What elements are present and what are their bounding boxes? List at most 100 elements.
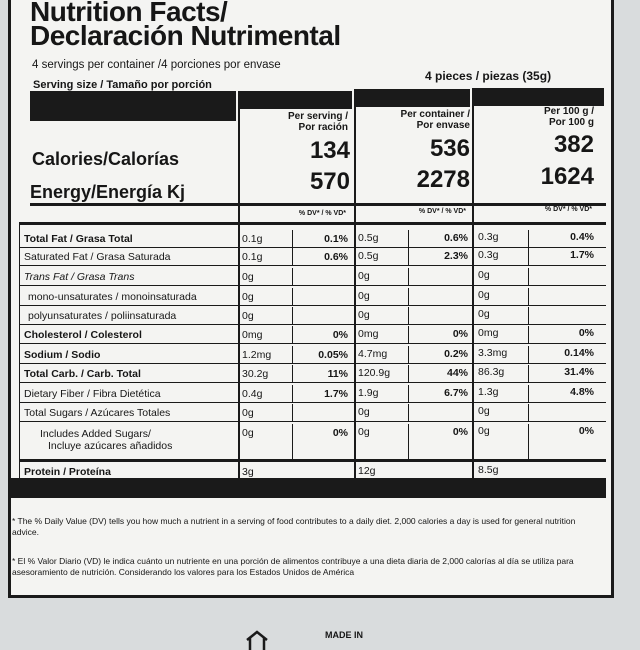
energy-label: Energy/Energía Kj	[30, 182, 186, 202]
dv-header-serving: % DV* / % VD*	[298, 210, 346, 217]
cell-amount: 0.5g	[358, 232, 379, 244]
cell-daily-value: 0.14%	[564, 347, 594, 359]
dv-header-separator	[20, 222, 606, 225]
cell-daily-value: 0.1%	[324, 233, 348, 245]
row-label-text: Trans Fat / Grasa Trans	[24, 271, 135, 283]
row-divider	[20, 402, 606, 403]
cell-amount: 0g	[478, 289, 490, 301]
col-header-serving-line2: Por ración	[298, 122, 348, 133]
cell-amount: 0g	[242, 407, 254, 419]
cell-amount: 0g	[242, 291, 254, 303]
row-label-text: Includes Added Sugars/	[40, 428, 151, 440]
protein-separator	[20, 459, 606, 462]
cell-daily-value: 44%	[446, 367, 468, 379]
row-label-text: Sodium / Sodio	[24, 349, 101, 361]
cell-amount: 120.9g	[358, 367, 391, 379]
cell-divider	[408, 268, 409, 285]
cell-daily-value: 0%	[578, 425, 594, 437]
cell-daily-value: 1.7%	[324, 388, 348, 400]
title-english: Nutrition Facts/	[30, 0, 228, 27]
cell-amount: 0g	[358, 309, 370, 321]
row-divider	[20, 343, 606, 344]
cell-daily-value: 0%	[452, 426, 468, 438]
row-label: Protein / Proteína	[24, 466, 111, 478]
row-label: Total Carb. / Carb. Total	[24, 368, 141, 380]
col-header-serving-line1: Per serving /	[287, 111, 348, 122]
cell-amount: 86.3g	[478, 366, 505, 378]
cell-amount: 0g	[358, 270, 370, 282]
cell-divider	[528, 424, 529, 461]
cell-divider	[292, 288, 293, 305]
energy-per-100g: 1624	[540, 163, 594, 190]
row-divider	[20, 305, 606, 306]
cell-amount: 8.5g	[478, 464, 499, 476]
cell-divider	[292, 307, 293, 324]
row-divider	[20, 382, 606, 383]
cell-daily-value: 2.3%	[444, 250, 468, 262]
cell-divider	[528, 230, 529, 247]
cell-amount: 1.2mg	[242, 349, 272, 361]
cell-divider	[528, 346, 529, 363]
cell-divider	[292, 365, 293, 382]
energy-per-container: 2278	[416, 166, 470, 193]
cell-amount: 0.4g	[242, 388, 263, 400]
cell-divider	[408, 404, 409, 421]
cell-amount: 0mg	[358, 328, 379, 340]
row-label: Cholesterol / Colesterol	[24, 329, 142, 341]
header-bar-serving	[240, 91, 352, 109]
row-label-text: mono-unsaturates / monoinsaturada	[28, 291, 197, 303]
cell-divider	[528, 385, 529, 402]
dv-header-100g: % DV* / % VD*	[544, 206, 592, 213]
column-divider-2	[354, 89, 356, 479]
cell-amount: 0.5g	[358, 250, 379, 262]
row-label-text: Cholesterol / Colesterol	[24, 329, 142, 341]
col-header-100g: Per 100 g / Por 100 g	[480, 106, 594, 128]
cell-amount: 0.3g	[478, 231, 499, 243]
row-label-text: Protein / Proteína	[24, 466, 111, 478]
cell-daily-value: 4.8%	[570, 386, 594, 398]
cell-daily-value: 11%	[327, 368, 348, 380]
cell-divider	[408, 424, 409, 461]
cell-daily-value: 0%	[332, 329, 348, 341]
table-bottom-bar	[10, 478, 606, 498]
cell-daily-value: 0.6%	[444, 232, 468, 244]
header-bar-100g	[474, 88, 604, 106]
row-divider	[20, 324, 606, 325]
row-label-text: Total Fat / Grasa Total	[24, 233, 133, 245]
row-divider	[20, 421, 606, 422]
row-label-text: Saturated Fat / Grasa Saturada	[24, 251, 171, 263]
footnote-english: * The % Daily Value (DV) tells you how m…	[12, 516, 576, 537]
cell-amount: 0g	[478, 405, 490, 417]
col-header-100g-line2: Por 100 g	[548, 117, 594, 128]
cell-divider	[408, 307, 409, 324]
cell-divider	[292, 404, 293, 421]
cell-divider	[292, 230, 293, 247]
cell-divider	[292, 424, 293, 461]
calories-label: Calories/Calorías	[32, 149, 180, 169]
cell-amount: 0g	[358, 290, 370, 302]
row-label: polyunsaturates / poliinsaturada	[28, 310, 176, 322]
cell-daily-value: 1.7%	[570, 249, 594, 261]
cell-amount: 0mg	[478, 327, 499, 339]
row-label: mono-unsaturates / monoinsaturada	[28, 291, 197, 303]
cell-daily-value: 0.6%	[324, 251, 348, 263]
cell-amount: 1.3g	[478, 386, 499, 398]
servings-per-container: 4 servings per container /4 porciones po…	[32, 59, 281, 71]
cell-amount: 0g	[242, 271, 254, 283]
cell-divider	[292, 326, 293, 343]
cell-daily-value: 0.2%	[444, 348, 468, 360]
cell-amount: 0g	[478, 269, 490, 281]
cell-amount: 0g	[242, 427, 254, 439]
cell-amount: 0.1g	[242, 251, 263, 263]
cell-divider	[292, 268, 293, 285]
row-label-text: Total Carb. / Carb. Total	[24, 368, 141, 380]
cell-divider	[408, 230, 409, 247]
row-divider	[20, 265, 606, 266]
cell-amount: 0.3g	[478, 249, 499, 261]
cell-divider	[408, 288, 409, 305]
col-header-container-line2: Por envase	[416, 120, 470, 131]
cell-divider	[528, 404, 529, 421]
cell-divider	[408, 346, 409, 363]
col-header-serving: Per serving / Por ración	[248, 111, 348, 133]
energy-separator	[30, 203, 606, 206]
